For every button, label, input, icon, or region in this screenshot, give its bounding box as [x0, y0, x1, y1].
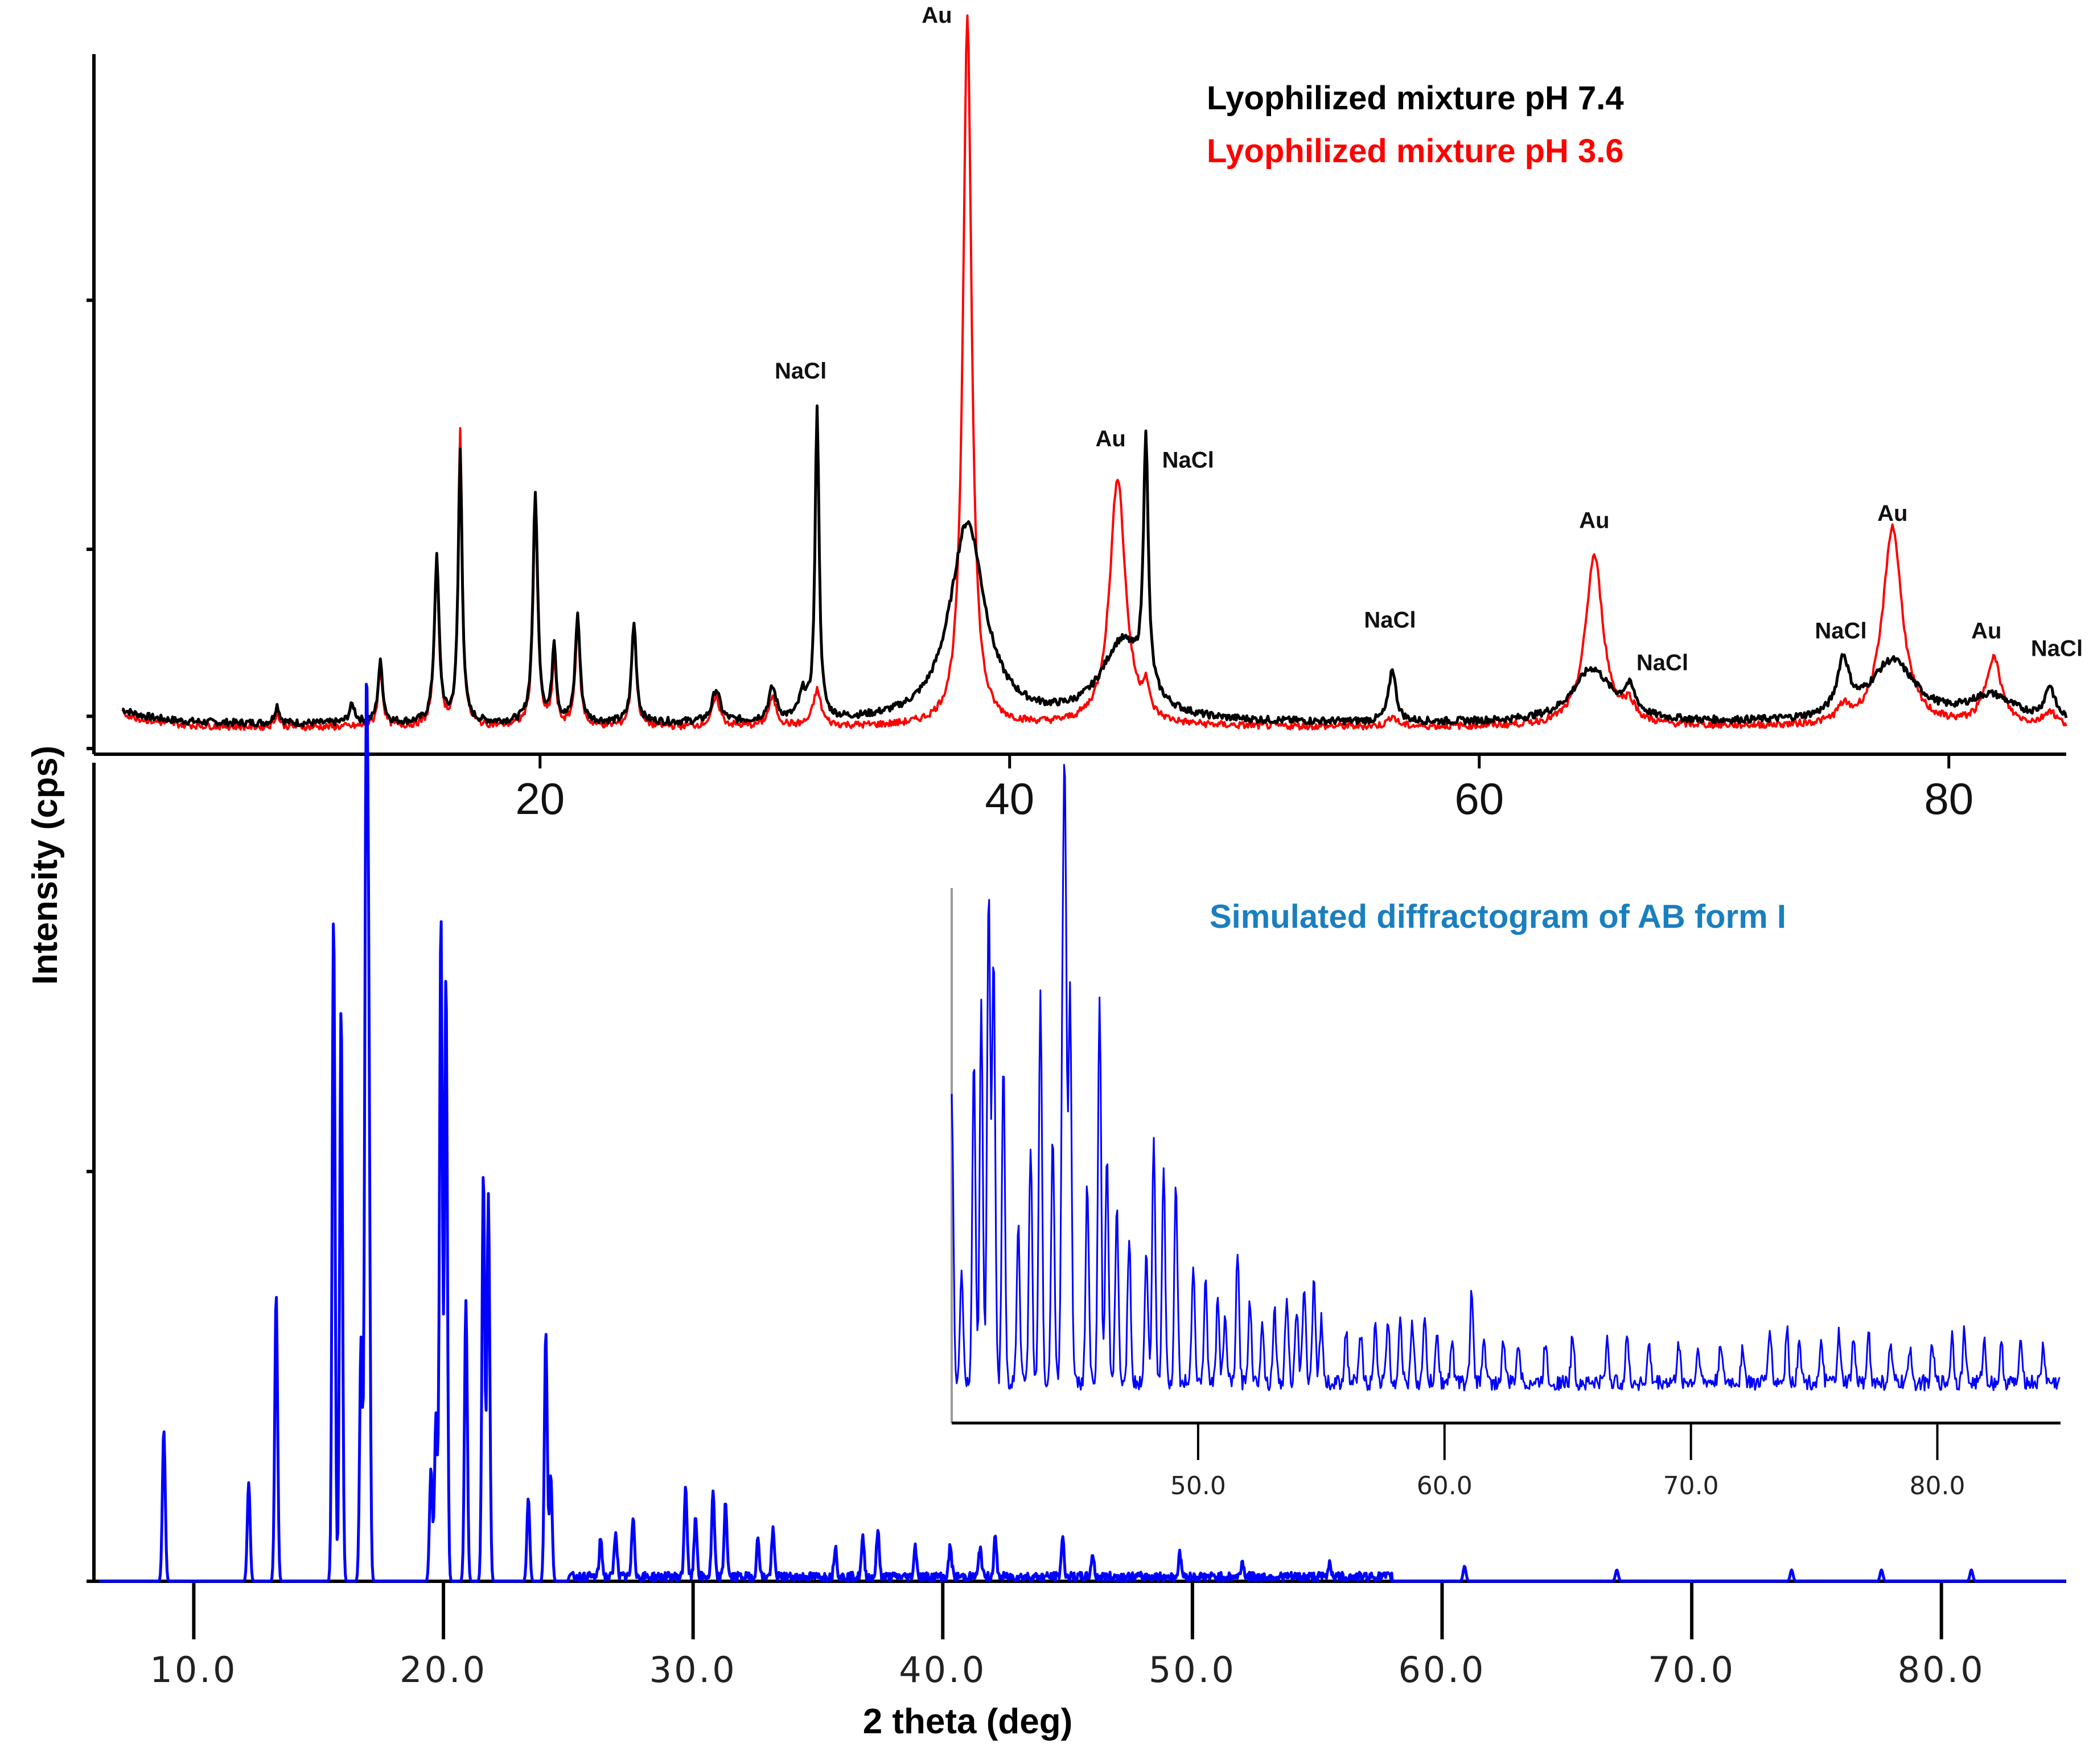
bottom-x-tick-label-70: 70.0	[1648, 1649, 1736, 1691]
inset-x-ticks: 50.0 60.0 70.0 80.0	[1170, 1423, 1965, 1500]
top-x-tick-label-20: 20	[515, 774, 565, 824]
bottom-x-tick-label-20: 20.0	[400, 1649, 487, 1691]
series-line-inset	[951, 764, 2061, 1392]
inset-x-tick-label-60: 60.0	[1417, 1471, 1473, 1500]
inset-x-tick-label-70: 70.0	[1663, 1471, 1719, 1500]
bottom-y-ticks	[87, 714, 94, 1583]
series-line-ph36	[121, 14, 2067, 731]
legend-entry-ph74: Lyophilized mixture pH 7.4	[1207, 80, 1624, 117]
peak-annotation-au-8: Au	[1877, 501, 1907, 526]
peak-annotation-nacl-3: NaCl	[1162, 447, 1214, 472]
top-x-tick-label-40: 40	[985, 774, 1034, 824]
inset-title: Simulated diffractogram of AB form I	[1210, 898, 1786, 935]
top-annotations: Au NaCl Au NaCl NaCl Au NaCl NaCl Au Au NaCl	[775, 3, 2083, 676]
peak-annotation-au-0: Au	[922, 3, 952, 28]
peak-annotation-nacl-7: NaCl	[1815, 618, 1866, 643]
peak-annotation-nacl-6: NaCl	[1636, 651, 1688, 676]
bottom-series-group	[98, 682, 2067, 1583]
bottom-x-ticks: 10.0 20.0 30.0 40.0 50.0 60.0 70.0 80.0	[150, 1581, 1985, 1691]
y-axis-title: Intensity (cps)	[26, 746, 65, 985]
x-axis-title: 2 theta (deg)	[863, 1702, 1073, 1741]
inset-x-tick-label-80: 80.0	[1910, 1471, 1965, 1500]
top-x-tick-label-60: 60	[1454, 774, 1504, 824]
bottom-x-tick-label-60: 60.0	[1398, 1649, 1486, 1691]
top-series-group	[121, 14, 2068, 731]
legend-entry-ph36: Lyophilized mixture pH 3.6	[1207, 133, 1624, 170]
bottom-chart-panel: 10.0 20.0 30.0 40.0 50.0 60.0 70.0 80.0 2 theta…	[87, 682, 2067, 1741]
bottom-x-tick-label-80: 80.0	[1898, 1649, 1985, 1691]
peak-annotation-au-9: Au	[1971, 618, 2001, 643]
peak-annotation-nacl-4: NaCl	[1364, 608, 1416, 633]
peak-annotation-au-5: Au	[1579, 508, 1609, 533]
top-x-ticks: 20 40 60 80	[515, 754, 1973, 824]
peak-annotation-au-2: Au	[1095, 426, 1125, 451]
peak-annotation-nacl-10: NaCl	[2031, 636, 2083, 661]
bottom-x-tick-label-30: 30.0	[649, 1649, 737, 1691]
inset-series-group	[951, 764, 2061, 1392]
inset-x-tick-label-50: 50.0	[1170, 1471, 1226, 1500]
series-line-simulated	[98, 682, 2067, 1583]
inset-chart-panel: 50.0 60.0 70.0 80.0 Simulated diffractogram…	[951, 764, 2061, 1500]
bottom-x-tick-label-50: 50.0	[1149, 1649, 1236, 1691]
bottom-x-tick-label-40: 40.0	[899, 1649, 986, 1691]
bottom-x-tick-label-10: 10.0	[150, 1649, 237, 1691]
peak-annotation-nacl-1: NaCl	[775, 359, 826, 384]
top-x-tick-label-80: 80	[1924, 774, 1973, 824]
series-line-ph74	[122, 404, 2068, 727]
top-y-ticks	[87, 298, 94, 750]
top-chart-panel: 20 40 60 80 Au NaCl Au NaCl NaCl Au NaCl NaCl Au Au N…	[87, 3, 2083, 824]
